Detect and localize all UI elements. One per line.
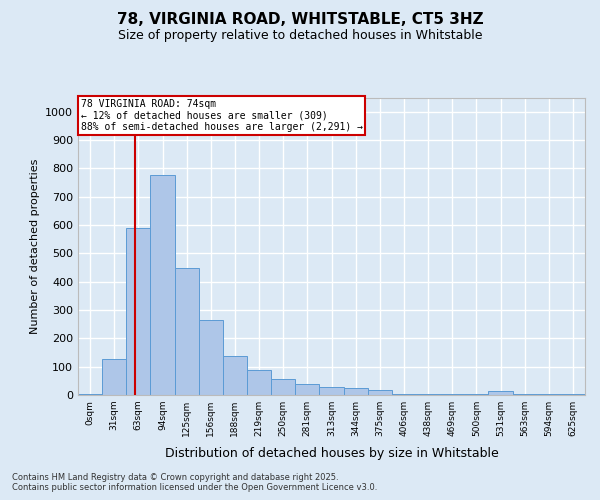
Y-axis label: Number of detached properties: Number of detached properties: [29, 158, 40, 334]
Bar: [392, 394, 416, 395]
Bar: [561, 394, 585, 395]
Bar: [126, 228, 151, 395]
Text: 78 VIRGINIA ROAD: 74sqm
← 12% of detached houses are smaller (309)
88% of semi-d: 78 VIRGINIA ROAD: 74sqm ← 12% of detache…: [80, 99, 362, 132]
Text: Contains HM Land Registry data © Crown copyright and database right 2025.: Contains HM Land Registry data © Crown c…: [12, 472, 338, 482]
Bar: [271, 378, 295, 395]
Bar: [344, 388, 368, 395]
Bar: [488, 392, 512, 395]
X-axis label: Distribution of detached houses by size in Whitstable: Distribution of detached houses by size …: [164, 448, 499, 460]
Text: Size of property relative to detached houses in Whitstable: Size of property relative to detached ho…: [118, 29, 482, 42]
Bar: [199, 320, 223, 395]
Bar: [537, 394, 561, 395]
Bar: [151, 176, 175, 395]
Bar: [102, 358, 126, 395]
Bar: [440, 394, 464, 395]
Bar: [464, 394, 488, 395]
Bar: [223, 356, 247, 395]
Bar: [368, 390, 392, 395]
Text: Contains public sector information licensed under the Open Government Licence v3: Contains public sector information licen…: [12, 484, 377, 492]
Text: 78, VIRGINIA ROAD, WHITSTABLE, CT5 3HZ: 78, VIRGINIA ROAD, WHITSTABLE, CT5 3HZ: [116, 12, 484, 28]
Bar: [319, 388, 344, 395]
Bar: [247, 370, 271, 395]
Bar: [512, 394, 537, 395]
Bar: [78, 394, 102, 395]
Bar: [175, 268, 199, 395]
Bar: [416, 394, 440, 395]
Bar: [295, 384, 319, 395]
